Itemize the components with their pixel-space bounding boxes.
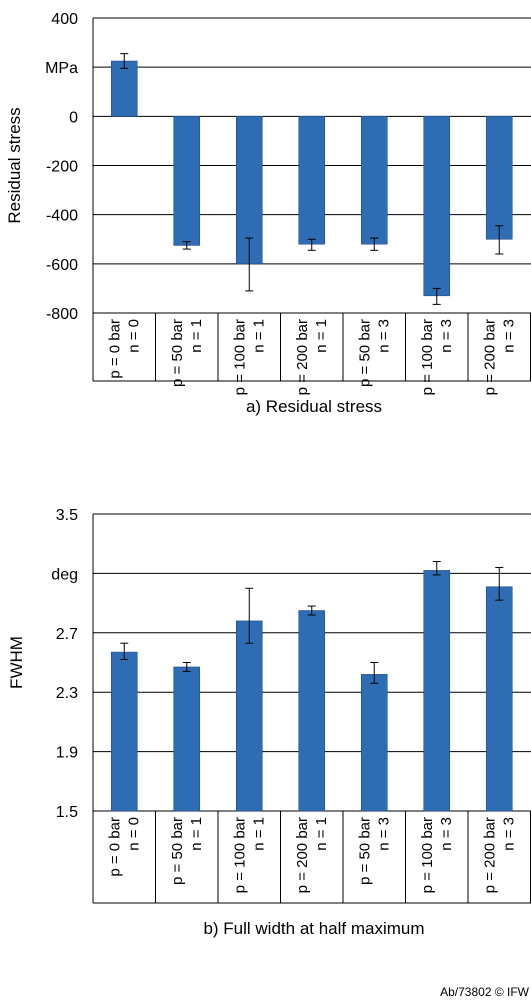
category-label: n = 3 <box>438 319 455 353</box>
category-label: p = 0 bar <box>106 817 123 877</box>
bar <box>360 116 388 245</box>
bar <box>298 116 326 245</box>
credit-label: Ab/73802 © IFW <box>440 985 530 999</box>
category-label: n = 1 <box>188 319 205 353</box>
category-label: n = 3 <box>375 817 392 851</box>
y-tick-label: -200 <box>46 159 78 176</box>
y-tick-label: -600 <box>46 257 78 274</box>
y-tick-label: 3.5 <box>56 507 78 524</box>
y-tick-label: -800 <box>46 306 78 323</box>
category-label: p = 100 bar <box>419 319 436 395</box>
category-label: p = 200 bar <box>294 319 311 395</box>
bar <box>298 610 326 812</box>
bar <box>423 570 451 812</box>
category-label: n = 0 <box>125 817 142 851</box>
unit-label: deg <box>51 566 78 583</box>
category-label: p = 50 bar <box>169 817 186 885</box>
category-label: n = 1 <box>250 817 267 851</box>
y-tick-label: -400 <box>46 208 78 225</box>
category-label: n = 1 <box>313 817 330 851</box>
bar <box>485 586 513 812</box>
category-label: p = 200 bar <box>481 319 498 395</box>
category-label: p = 100 bar <box>231 817 248 893</box>
category-label: p = 200 bar <box>481 817 498 893</box>
bar <box>235 620 263 812</box>
category-label: n = 1 <box>188 817 205 851</box>
chart-residual-stress: 400 0 -200 -400 -600 -800 MPa Residual stress p … <box>5 11 531 395</box>
unit-label: MPa <box>45 60 78 77</box>
category-label: p = 50 bar <box>169 319 186 387</box>
category-label: n = 1 <box>250 319 267 353</box>
category-label: p = 0 bar <box>106 319 123 379</box>
y-tick-label: 1.9 <box>56 745 78 762</box>
y-axis-label: Residual stress <box>5 107 24 223</box>
category-label: p = 50 bar <box>356 817 373 885</box>
category-label: n = 3 <box>500 817 517 851</box>
y-tick-label: 2.3 <box>56 685 78 702</box>
category-label: n = 0 <box>125 319 142 353</box>
category-label: p = 200 bar <box>294 817 311 893</box>
y-axis-label: FWHM <box>7 636 26 689</box>
bar <box>173 116 201 246</box>
category-label: n = 3 <box>438 817 455 851</box>
bar <box>423 116 451 297</box>
category-label: p = 100 bar <box>419 817 436 893</box>
y-tick-label: 400 <box>51 11 78 28</box>
category-label: n = 3 <box>500 319 517 353</box>
bar <box>173 666 201 812</box>
category-label: n = 1 <box>313 319 330 353</box>
bar <box>485 116 513 240</box>
bar <box>360 674 388 812</box>
caption-residual-stress: a) Residual stress <box>246 397 382 416</box>
chart-fwhm: 3.5 2.7 2.3 1.9 1.5 deg FWHM p = 0 bar n = 0 p = … <box>7 507 531 904</box>
y-tick-label: 2.7 <box>56 626 78 643</box>
category-label: n = 3 <box>375 319 392 353</box>
caption-fwhm: b) Full width at half maximum <box>203 919 424 938</box>
y-tick-label: 1.5 <box>56 804 78 821</box>
category-label: p = 100 bar <box>231 319 248 395</box>
bar <box>110 651 138 812</box>
y-tick-label: 0 <box>69 109 78 126</box>
category-label: p = 50 bar <box>356 319 373 387</box>
bar <box>110 60 138 117</box>
